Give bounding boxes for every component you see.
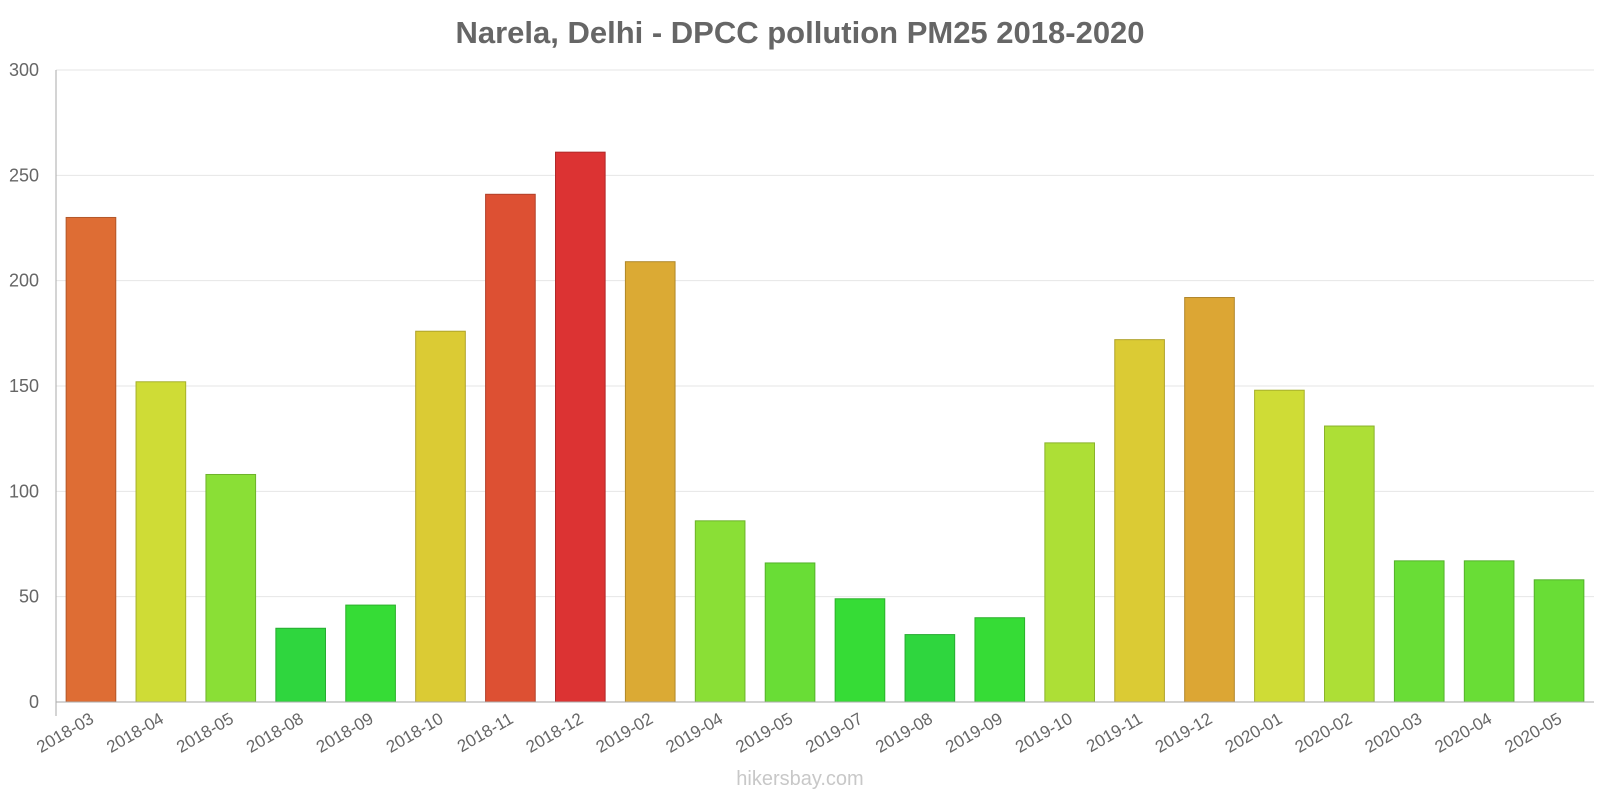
bar-2018-08[interactable]: [275, 627, 326, 703]
x-tick-label: 2018-12: [523, 709, 587, 757]
x-tick-label: 2020-05: [1502, 709, 1566, 757]
bars: [65, 151, 1585, 703]
bar-2019-04[interactable]: [694, 520, 746, 703]
y-tick-label: 200: [9, 271, 39, 291]
x-tick-label: 2019-10: [1012, 709, 1076, 757]
x-tick-label: 2018-09: [313, 709, 377, 757]
watermark: hikersbay.com: [736, 768, 864, 790]
bar-2020-02[interactable]: [1324, 425, 1375, 703]
x-tick-label: 2019-07: [802, 709, 866, 757]
y-tick-label: 300: [9, 60, 39, 80]
y-tick-label: 250: [9, 165, 39, 185]
x-tick-label: 2020-03: [1362, 709, 1426, 757]
x-tick-label: 2018-05: [173, 709, 237, 757]
bar-2019-05[interactable]: [764, 562, 816, 703]
x-tick-label: 2019-09: [942, 709, 1006, 757]
chart-title: Narela, Delhi - DPCC pollution PM25 2018…: [455, 15, 1145, 50]
bar-2020-03[interactable]: [1393, 560, 1445, 703]
y-tick-label: 0: [29, 692, 39, 712]
bar-2019-10[interactable]: [1044, 442, 1095, 703]
x-tick-label: 2020-02: [1292, 709, 1356, 757]
y-tick-label: 150: [9, 376, 39, 396]
bar-2019-09[interactable]: [974, 617, 1026, 703]
bar-2019-08[interactable]: [904, 634, 956, 703]
bar-2018-09[interactable]: [345, 604, 396, 703]
bar-2019-02[interactable]: [624, 261, 676, 703]
x-tick-label: 2018-04: [103, 709, 167, 757]
bar-2018-11[interactable]: [485, 193, 536, 703]
x-tick-label: 2020-01: [1222, 709, 1286, 757]
x-tick-label: 2020-04: [1432, 709, 1496, 757]
x-tick-label: 2019-05: [733, 709, 797, 757]
y-tick-label: 50: [19, 587, 39, 607]
x-tick-label: 2018-10: [383, 709, 447, 757]
bar-2018-03[interactable]: [65, 216, 117, 703]
bar-2018-10[interactable]: [415, 330, 466, 703]
x-tick-label: 2018-08: [243, 709, 307, 757]
gridlines: [56, 69, 1594, 598]
x-tick-label: 2018-03: [33, 709, 97, 757]
x-tick-label: 2019-08: [872, 709, 936, 757]
x-tick-label: 2019-11: [1083, 709, 1145, 756]
bar-2020-05[interactable]: [1533, 579, 1585, 703]
bar-2020-01[interactable]: [1254, 389, 1305, 703]
bar-2019-11[interactable]: [1114, 339, 1165, 703]
x-tick-label: 2019-02: [593, 709, 657, 757]
bar-2018-05[interactable]: [205, 473, 257, 703]
y-tick-label: 100: [9, 481, 39, 501]
bar-2018-12[interactable]: [555, 151, 606, 703]
bar-2018-04[interactable]: [135, 381, 187, 703]
bar-2020-04[interactable]: [1463, 560, 1515, 703]
bar-2019-07[interactable]: [834, 598, 886, 703]
x-tick-label: 2019-12: [1152, 709, 1216, 757]
x-tick-label: 2018-11: [454, 709, 516, 756]
bar-2019-12[interactable]: [1184, 297, 1235, 703]
x-tick-label: 2019-04: [663, 709, 727, 757]
